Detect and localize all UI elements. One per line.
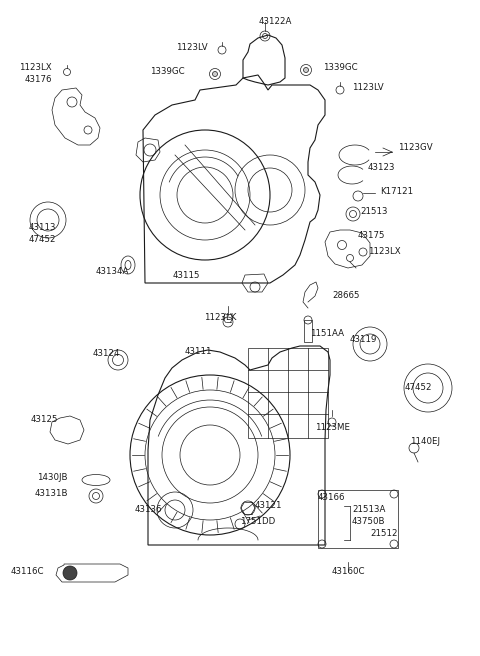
Text: 43121: 43121 [255, 501, 283, 510]
Text: 21513A: 21513A [352, 506, 385, 514]
Text: 43111: 43111 [184, 348, 212, 356]
Bar [248, 348, 328, 438]
Text: 1123LV: 1123LV [352, 83, 384, 92]
Text: 1123LV: 1123LV [176, 43, 208, 52]
Text: 43116C: 43116C [11, 567, 44, 577]
Text: 47452: 47452 [28, 236, 56, 245]
Bar [318, 490, 398, 548]
Circle shape [63, 566, 77, 580]
Text: 43136: 43136 [134, 506, 162, 514]
Text: 1430JB: 1430JB [37, 474, 68, 483]
Text: 43134A: 43134A [96, 268, 129, 276]
Text: 1123ME: 1123ME [315, 424, 350, 432]
Text: 43175: 43175 [358, 232, 385, 241]
Text: 43122A: 43122A [258, 18, 292, 26]
Text: K17121: K17121 [380, 188, 413, 197]
Text: 1140EJ: 1140EJ [410, 438, 440, 447]
Text: 1751DD: 1751DD [240, 518, 275, 527]
Text: 43166: 43166 [318, 493, 346, 502]
Text: 43131B: 43131B [35, 489, 68, 499]
Text: 43176: 43176 [24, 75, 52, 85]
Text: 1123LX: 1123LX [368, 247, 401, 256]
Text: 43750B: 43750B [352, 518, 385, 527]
Text: 43115: 43115 [172, 272, 200, 281]
Text: 1339GC: 1339GC [323, 64, 358, 73]
Text: 1123LX: 1123LX [19, 64, 52, 73]
Text: 1151AA: 1151AA [310, 329, 344, 338]
Bar [304, 320, 312, 342]
Text: 1123LK: 1123LK [204, 314, 236, 323]
Text: 1339GC: 1339GC [150, 68, 185, 77]
Text: 43125: 43125 [31, 415, 58, 424]
Text: 1123GV: 1123GV [398, 144, 432, 152]
Text: 47452: 47452 [404, 384, 432, 392]
Text: 43160C: 43160C [331, 567, 365, 577]
Text: 43123: 43123 [368, 163, 396, 173]
Text: 28665: 28665 [332, 291, 360, 300]
Circle shape [303, 68, 309, 73]
Text: 43119: 43119 [350, 335, 377, 344]
Circle shape [213, 72, 217, 77]
Text: 43124: 43124 [92, 350, 120, 358]
Text: 21513: 21513 [360, 207, 387, 216]
Text: 21512: 21512 [370, 529, 397, 539]
Text: 43113: 43113 [28, 224, 56, 232]
